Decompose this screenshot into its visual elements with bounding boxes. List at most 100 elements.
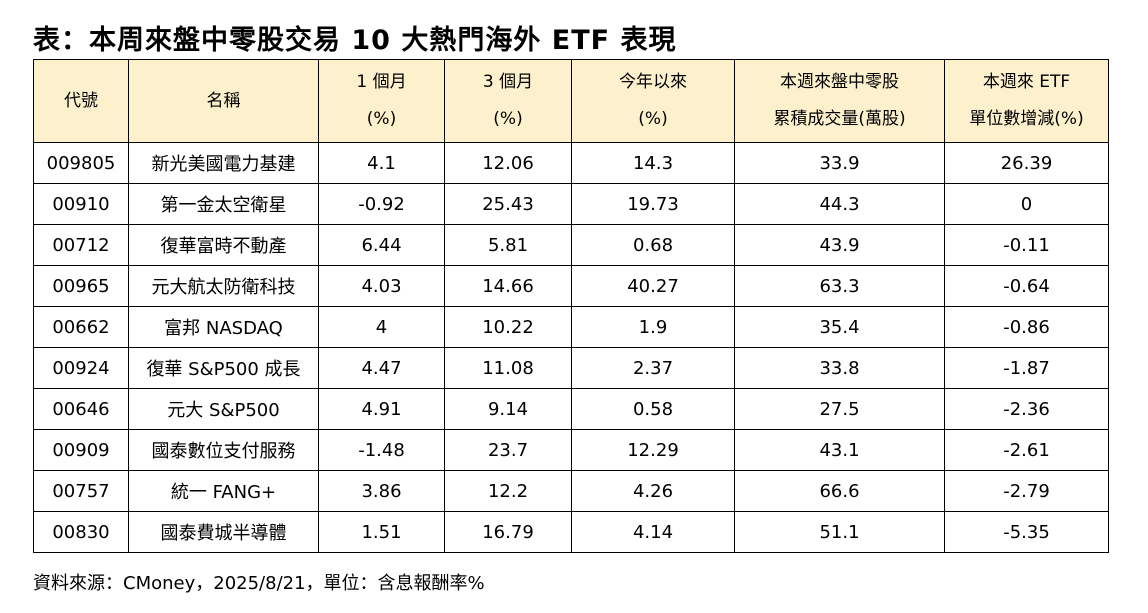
cell-3-month: 11.08: [444, 347, 572, 389]
table-row: 00924 復華 S&P500 成長 4.47 11.08 2.37 33.8 -1.87: [33, 347, 1109, 389]
cell-ytd: 19.73: [571, 183, 735, 225]
table-row: 009805 新光美國電力基建 4.1 12.06 14.3 33.9 26.39: [33, 142, 1109, 184]
cell-3-month: 16.79: [444, 511, 572, 553]
header-ytd: 今年以來 (%): [571, 59, 735, 143]
cell-name: 第一金太空衛星: [128, 183, 319, 225]
header-label-line1: 3 個月: [482, 72, 534, 92]
cell-name: 富邦 NASDAQ: [128, 306, 319, 348]
cell-code: 00910: [33, 183, 129, 225]
table-row: 00965 元大航太防衛科技 4.03 14.66 40.27 63.3 -0.64: [33, 265, 1109, 307]
page-title: 表：本周來盤中零股交易 10 大熱門海外 ETF 表現: [33, 25, 677, 56]
table-row: 00662 富邦 NASDAQ 4 10.22 1.9 35.4 -0.86: [33, 306, 1109, 348]
cell-unit-change: 0: [944, 183, 1109, 225]
cell-name: 統一 FANG+: [128, 470, 319, 512]
cell-name: 復華 S&P500 成長: [128, 347, 319, 389]
cell-odd-lot-volume: 43.9: [734, 224, 945, 266]
cell-ytd: 1.9: [571, 306, 735, 348]
cell-3-month: 5.81: [444, 224, 572, 266]
cell-name: 國泰數位支付服務: [128, 429, 319, 471]
cell-unit-change: -2.61: [944, 429, 1109, 471]
cell-3-month: 10.22: [444, 306, 572, 348]
cell-1-month: 4.91: [318, 388, 445, 430]
cell-odd-lot-volume: 63.3: [734, 265, 945, 307]
header-label-line1: 1 個月: [356, 72, 407, 92]
header-label-line2: (%): [638, 109, 668, 129]
cell-code: 00646: [33, 388, 129, 430]
table-row: 00910 第一金太空衛星 -0.92 25.43 19.73 44.3 0: [33, 183, 1109, 225]
header-1-month: 1 個月 (%): [318, 59, 445, 143]
header-unit-change: 本週來 ETF 單位數增減(%): [944, 59, 1109, 143]
cell-code: 00909: [33, 429, 129, 471]
cell-odd-lot-volume: 44.3: [734, 183, 945, 225]
cell-ytd: 12.29: [571, 429, 735, 471]
header-label-line2: (%): [366, 109, 397, 129]
cell-code: 00924: [33, 347, 129, 389]
cell-code: 00757: [33, 470, 129, 512]
cell-1-month: 4.47: [318, 347, 445, 389]
cell-3-month: 9.14: [444, 388, 572, 430]
cell-ytd: 4.26: [571, 470, 735, 512]
header-label-line2: 單位數增減(%): [969, 109, 1084, 129]
cell-odd-lot-volume: 35.4: [734, 306, 945, 348]
cell-name: 國泰費城半導體: [128, 511, 319, 553]
cell-code: 00712: [33, 224, 129, 266]
cell-odd-lot-volume: 43.1: [734, 429, 945, 471]
cell-1-month: 4: [318, 306, 445, 348]
header-label-line1: 本週來盤中零股: [780, 72, 899, 92]
cell-3-month: 14.66: [444, 265, 572, 307]
cell-ytd: 0.68: [571, 224, 735, 266]
cell-unit-change: -0.11: [944, 224, 1109, 266]
header-name: 名稱: [128, 59, 319, 143]
cell-ytd: 14.3: [571, 142, 735, 184]
header-label-line1: 本週來 ETF: [982, 72, 1071, 92]
cell-unit-change: -1.87: [944, 347, 1109, 389]
cell-3-month: 12.2: [444, 470, 572, 512]
cell-3-month: 23.7: [444, 429, 572, 471]
cell-1-month: 6.44: [318, 224, 445, 266]
cell-ytd: 0.58: [571, 388, 735, 430]
cell-ytd: 40.27: [571, 265, 735, 307]
cell-unit-change: -0.64: [944, 265, 1109, 307]
cell-odd-lot-volume: 33.8: [734, 347, 945, 389]
cell-ytd: 4.14: [571, 511, 735, 553]
header-row: 代號 名稱 1 個月 (%) 3 個月 (%) 今年以來 (%) 本週來盤中零股 累積成交量(萬股…: [33, 59, 1109, 143]
cell-unit-change: -2.36: [944, 388, 1109, 430]
cell-name: 元大 S&P500: [128, 388, 319, 430]
cell-1-month: 4.03: [318, 265, 445, 307]
cell-1-month: 1.51: [318, 511, 445, 553]
cell-code: 00830: [33, 511, 129, 553]
cell-1-month: -0.92: [318, 183, 445, 225]
cell-1-month: -1.48: [318, 429, 445, 471]
table-row: 00830 國泰費城半導體 1.51 16.79 4.14 51.1 -5.35: [33, 511, 1109, 553]
cell-code: 00662: [33, 306, 129, 348]
header-label-line2: (%): [493, 109, 523, 129]
header-odd-lot-volume: 本週來盤中零股 累積成交量(萬股): [734, 59, 945, 143]
cell-unit-change: -2.79: [944, 470, 1109, 512]
cell-name: 元大航太防衛科技: [128, 265, 319, 307]
cell-name: 新光美國電力基建: [128, 142, 319, 184]
header-label-line2: 累積成交量(萬股): [773, 109, 906, 129]
table-body: 009805 新光美國電力基建 4.1 12.06 14.3 33.9 26.39 00910…: [33, 142, 1109, 553]
table-row: 00909 國泰數位支付服務 -1.48 23.7 12.29 43.1 -2.61: [33, 429, 1109, 471]
table-row: 00757 統一 FANG+ 3.86 12.2 4.26 66.6 -2.79: [33, 470, 1109, 512]
cell-odd-lot-volume: 27.5: [734, 388, 945, 430]
source-note: 資料來源：CMoney，2025/8/21，單位：含息報酬率%: [33, 573, 485, 594]
cell-1-month: 3.86: [318, 470, 445, 512]
header-code: 代號: [33, 59, 129, 143]
cell-code: 00965: [33, 265, 129, 307]
cell-unit-change: 26.39: [944, 142, 1109, 184]
etf-performance-table: 代號 名稱 1 個月 (%) 3 個月 (%) 今年以來 (%) 本週來盤中零股 累積成交量(萬股…: [33, 59, 1109, 553]
table-header: 代號 名稱 1 個月 (%) 3 個月 (%) 今年以來 (%) 本週來盤中零股 累積成交量(萬股…: [33, 59, 1109, 143]
header-label-line1: 代號: [64, 90, 98, 111]
table-row: 00712 復華富時不動產 6.44 5.81 0.68 43.9 -0.11: [33, 224, 1109, 266]
cell-odd-lot-volume: 66.6: [734, 470, 945, 512]
cell-1-month: 4.1: [318, 142, 445, 184]
header-label-line1: 名稱: [206, 90, 241, 111]
header-3-month: 3 個月 (%): [444, 59, 572, 143]
cell-name: 復華富時不動產: [128, 224, 319, 266]
cell-unit-change: -0.86: [944, 306, 1109, 348]
cell-code: 009805: [33, 142, 129, 184]
table-row: 00646 元大 S&P500 4.91 9.14 0.58 27.5 -2.36: [33, 388, 1109, 430]
cell-3-month: 12.06: [444, 142, 572, 184]
cell-3-month: 25.43: [444, 183, 572, 225]
